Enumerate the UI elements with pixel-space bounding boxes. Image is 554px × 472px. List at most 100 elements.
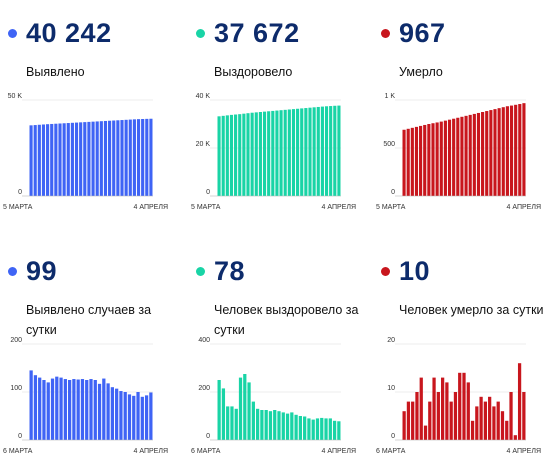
red-dot-icon [381, 267, 390, 276]
bar [328, 418, 332, 440]
bar [449, 401, 453, 440]
bar [127, 394, 132, 440]
bar [320, 106, 324, 196]
bar [106, 383, 110, 440]
stat-header: 40 242 [0, 18, 112, 49]
bar [329, 106, 333, 196]
y-tick-label: 200 [10, 337, 22, 344]
bar [41, 124, 46, 196]
bar [103, 120, 108, 196]
bar [123, 392, 127, 440]
bar [411, 401, 415, 440]
chart-detected-total: 50 K 0 5 МАРТА 4 АПРЕЛЯ [3, 93, 168, 211]
bar [493, 109, 497, 196]
bar [268, 411, 273, 440]
bar [402, 129, 406, 196]
bar [46, 382, 50, 440]
bar [443, 120, 447, 196]
y-tick-label: 20 K [196, 141, 211, 148]
bar [108, 120, 112, 196]
panel-recovered-daily: 78 Человек выздоровело за сутки 400 200 0 6… [188, 238, 368, 468]
bar [406, 128, 410, 196]
bar [290, 412, 294, 440]
bar [37, 124, 41, 196]
chart-deaths-total: 1 K 500 0 5 МАРТА 4 АПРЕЛЯ [376, 93, 541, 211]
stat-value: 10 [399, 256, 431, 286]
y-tick-label: 100 [10, 385, 22, 392]
y-tick-label: 50 K [8, 93, 23, 100]
bar [419, 125, 423, 196]
bar [97, 383, 102, 440]
bar [431, 123, 435, 196]
bar [258, 112, 262, 196]
bar [460, 116, 464, 196]
x-tick-label: 6 МАРТА [3, 448, 33, 455]
bar [80, 379, 85, 440]
bar [488, 396, 492, 440]
bar [55, 376, 59, 440]
bar [514, 104, 518, 196]
bar [119, 391, 123, 440]
y-tick-label: 0 [391, 433, 395, 440]
teal-dot-icon [196, 29, 205, 38]
panel-detected-daily: 99 Выявлено случаев за сутки 200 100 0 6 МА… [0, 238, 180, 468]
bar [29, 370, 33, 440]
bar [472, 113, 476, 196]
bar [128, 119, 132, 196]
bar [229, 114, 234, 196]
bar [83, 122, 87, 196]
bar [243, 374, 247, 440]
bar [74, 122, 79, 196]
bar [132, 119, 136, 196]
bar [423, 425, 428, 440]
bar [63, 379, 67, 440]
bar [496, 401, 500, 440]
stat-header: 37 672 [188, 18, 300, 49]
bar [250, 112, 254, 196]
bar [479, 396, 483, 440]
y-tick-label: 1 K [384, 93, 395, 100]
bar [62, 123, 66, 196]
bar [246, 113, 250, 196]
bar [91, 121, 95, 196]
bar [238, 377, 243, 440]
bar [312, 107, 316, 196]
x-tick-label: 6 МАРТА [191, 448, 221, 455]
stat-value: 967 [399, 18, 446, 48]
bar [337, 421, 341, 440]
bar [427, 124, 431, 196]
bar [453, 392, 458, 440]
bar [149, 392, 153, 440]
stat-value: 37 672 [214, 18, 300, 48]
bar [99, 121, 103, 196]
bar [260, 410, 264, 440]
bar [110, 387, 114, 440]
bar [337, 105, 341, 196]
panel-detected-total: 40 242 Выявлено 50 K 0 5 МАРТА 4 АПРЕЛЯ [0, 0, 180, 230]
bar [475, 406, 479, 440]
panel-recovered-total: 37 672 Выздоровело 40 K 20 K 0 5 МАРТА 4 АПР… [188, 0, 368, 230]
bar [281, 412, 285, 440]
bar [287, 109, 291, 196]
stat-value: 40 242 [26, 18, 112, 48]
bar [445, 382, 449, 440]
bar [505, 106, 509, 196]
y-tick-label: 400 [198, 337, 210, 344]
bar [102, 378, 106, 440]
bar [271, 110, 275, 196]
y-tick-label: 20 [387, 337, 395, 344]
x-tick-label: 4 АПРЕЛЯ [134, 204, 168, 211]
bar [54, 123, 58, 196]
bar [333, 105, 337, 196]
bar [402, 411, 406, 440]
bar [447, 119, 452, 196]
bar [50, 123, 54, 196]
bar [464, 115, 468, 196]
bar [517, 363, 522, 440]
y-tick-label: 10 [387, 385, 395, 392]
bar [456, 117, 460, 196]
bar [277, 411, 281, 440]
bar [29, 125, 33, 196]
bar [93, 380, 97, 440]
bar [42, 380, 46, 440]
